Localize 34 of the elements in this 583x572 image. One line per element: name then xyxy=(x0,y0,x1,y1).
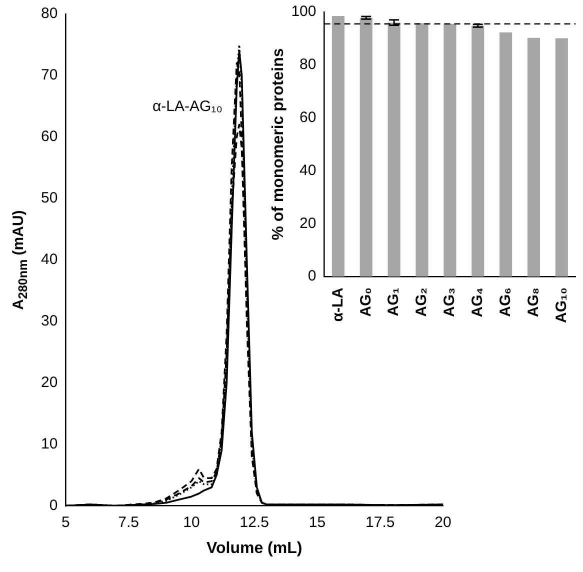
y-tick-label: 80 xyxy=(40,5,58,22)
y-tick-label: 30 xyxy=(40,312,58,330)
y-tick-label: 10 xyxy=(40,435,58,452)
y-tick-label: 80 xyxy=(300,56,316,74)
y-axis-title: % of monomeric proteins xyxy=(270,48,288,240)
annotation: α-LA-AG₁₀ xyxy=(152,98,222,115)
y-tick-label: 50 xyxy=(40,190,58,207)
x-tick-label: 5 xyxy=(62,514,70,531)
y-tick-label: 100 xyxy=(291,3,316,20)
y-tick-label: 20 xyxy=(40,374,58,391)
x-axis-title: Volume (mL) xyxy=(206,540,302,557)
x-tick-label: AG₀ xyxy=(357,288,374,317)
y-tick-label: 60 xyxy=(300,108,316,126)
y-tick-label: 20 xyxy=(300,214,316,232)
x-tick-label: α-LA xyxy=(329,287,346,322)
x-tick-label: 20 xyxy=(434,514,452,531)
x-tick-label: 17.5 xyxy=(366,514,395,531)
x-tick-label: AG₃ xyxy=(441,287,458,317)
y-tick-label: 0 xyxy=(49,496,58,514)
x-tick-label: AG₈ xyxy=(524,288,542,318)
y-tick-label: 60 xyxy=(40,128,58,146)
x-tick-label: 12.5 xyxy=(240,514,269,531)
x-tick-label: 15 xyxy=(308,514,326,531)
x-tick-label: AG₄ xyxy=(469,288,486,318)
x-tick-label: AG₁₀ xyxy=(552,288,570,324)
y-tick-label: 40 xyxy=(300,162,316,179)
y-tick-label: 0 xyxy=(308,268,316,285)
x-tick-label: 7.5 xyxy=(118,514,139,531)
x-tick-label: AG₂ xyxy=(413,288,430,317)
x-tick-label: AG₆ xyxy=(496,288,514,317)
x-tick-label: 10 xyxy=(183,514,200,531)
y-tick-label: 70 xyxy=(40,66,58,84)
y-tick-label: 40 xyxy=(40,251,58,268)
x-tick-label: AG₁ xyxy=(385,288,402,316)
